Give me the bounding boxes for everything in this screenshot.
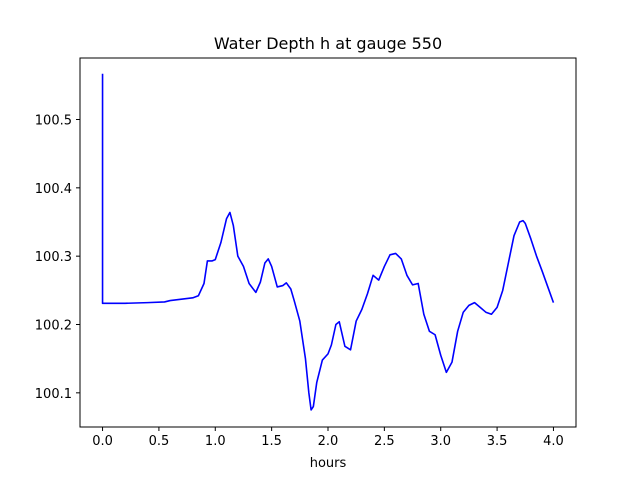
series-line: [101, 73, 555, 411]
x-tick-label: 0.5: [149, 434, 170, 449]
y-tick-label: 100.4: [35, 182, 72, 197]
y-tick-label: 100.1: [35, 387, 72, 402]
x-tick-label: 2.5: [374, 434, 395, 449]
y-tick-label: 100.5: [35, 114, 72, 129]
x-tick-label: 3.5: [487, 434, 508, 449]
x-tick-label: 1.0: [205, 434, 226, 449]
y-tick-label: 100.2: [35, 319, 72, 334]
x-tick-label: 1.5: [261, 434, 282, 449]
y-axis-ticks: 100.1 100.2 100.3 100.4 100.5: [35, 114, 80, 402]
x-axis-label: hours: [310, 456, 347, 471]
x-tick-label: 3.0: [430, 434, 451, 449]
x-axis-ticks: 0.0 0.5 1.0 1.5 2.0 2.5 3.0 3.5 4.0: [92, 427, 564, 449]
y-tick-label: 100.3: [35, 250, 72, 265]
x-tick-label: 0.0: [92, 434, 113, 449]
x-tick-label: 4.0: [543, 434, 564, 449]
chart-title: Water Depth h at gauge 550: [214, 34, 442, 53]
x-tick-label: 2.0: [318, 434, 339, 449]
